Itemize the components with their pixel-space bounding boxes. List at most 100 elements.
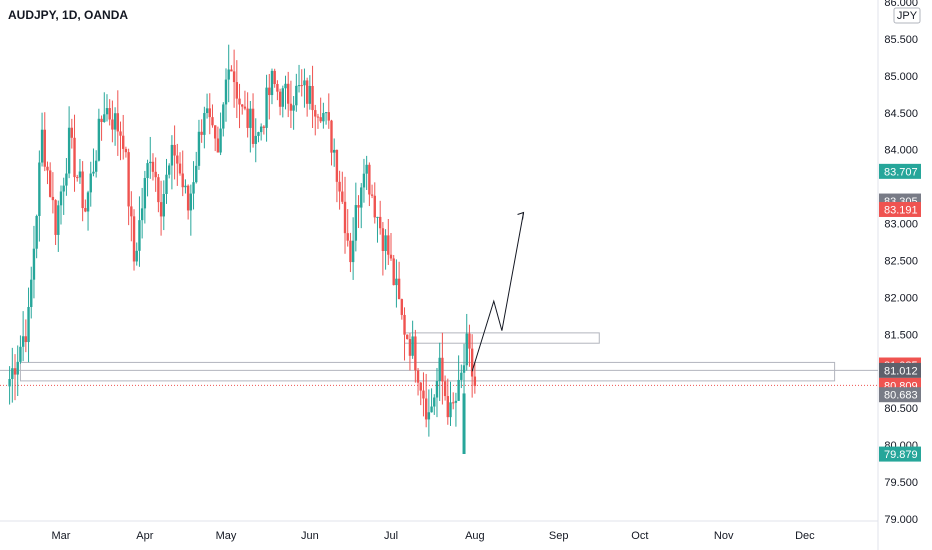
candle-body: [132, 216, 136, 262]
price-tick-label: 80.500: [884, 403, 918, 415]
candle-body: [170, 144, 174, 166]
candle-body: [11, 368, 14, 379]
candle-body: [454, 400, 458, 403]
candle-body: [295, 85, 298, 106]
candle-body: [438, 357, 441, 382]
candle-body: [303, 80, 306, 86]
candle-body: [46, 166, 49, 171]
candle-body: [167, 165, 171, 175]
candle-body: [127, 152, 130, 207]
time-axis[interactable]: Mar Apr May Jun Jul Aug Sep Oct Nov Dec: [52, 530, 816, 542]
candle-body: [157, 177, 160, 203]
candle-body: [254, 135, 257, 144]
candle-body: [381, 228, 385, 251]
candle-body: [16, 361, 19, 375]
candle-body: [289, 103, 293, 111]
candle-body: [81, 171, 84, 209]
candle-body: [48, 170, 52, 197]
time-tick-label: Nov: [714, 530, 734, 542]
currency-box: [893, 7, 921, 24]
candle-body: [300, 85, 303, 87]
candle-body: [314, 110, 317, 117]
candle-body: [213, 125, 217, 139]
candle-body: [78, 171, 82, 178]
candle-body: [21, 336, 25, 347]
candle-body: [89, 173, 92, 193]
candle-body: [389, 254, 393, 259]
candle-body: [403, 314, 406, 335]
candle-body: [468, 333, 471, 349]
price-badge: [879, 387, 921, 403]
candles-layer: [8, 44, 477, 455]
candle-body: [262, 126, 266, 128]
candle-body: [165, 174, 168, 194]
candle-body: [341, 191, 344, 202]
candle-body: [65, 173, 68, 186]
candle-body: [338, 181, 341, 192]
candle-body: [446, 396, 450, 418]
candle-body: [365, 164, 368, 174]
projection-arrowhead: [517, 211, 525, 220]
candle-body: [324, 112, 328, 114]
candle-body: [243, 106, 247, 109]
candle-body: [203, 113, 206, 135]
candle-body: [268, 87, 271, 96]
candle-body: [113, 113, 117, 130]
candle-body: [273, 70, 276, 85]
candle-body: [241, 104, 244, 107]
candle-body: [373, 195, 376, 218]
candle-body: [276, 84, 279, 92]
candle-body: [376, 216, 379, 218]
candle-body: [146, 163, 149, 179]
candle-body: [351, 240, 355, 263]
candle-body: [292, 105, 295, 111]
candle-body: [430, 406, 433, 413]
time-tick-label: May: [216, 530, 237, 542]
candle-body: [238, 98, 241, 105]
candle-body: [246, 108, 249, 128]
candle-body: [140, 208, 144, 221]
price-tick-label: 86.000: [884, 0, 918, 9]
zone-rect: [404, 332, 600, 344]
candle-body: [92, 171, 95, 174]
candle-body: [433, 397, 436, 407]
candle-body: [281, 88, 285, 107]
candle-body: [470, 348, 474, 377]
candle-body: [316, 116, 320, 118]
price-tick-label: 82.000: [884, 292, 918, 304]
candle-body: [149, 161, 152, 164]
price-tick-label: 79.000: [884, 514, 918, 526]
time-tick-label: Apr: [136, 530, 153, 542]
candle-body: [395, 278, 398, 286]
candle-body: [457, 379, 460, 401]
candle-body: [159, 202, 163, 217]
candle-body: [192, 182, 195, 194]
candle-body: [422, 390, 425, 399]
candle-body: [392, 258, 395, 286]
candle-body: [162, 193, 165, 217]
zone-rect: [19, 361, 836, 382]
candle-body: [305, 80, 309, 104]
candle-body: [222, 104, 225, 129]
candle-body: [154, 171, 157, 178]
time-tick-label: Oct: [631, 530, 648, 542]
candle-body: [322, 113, 325, 122]
candle-body: [335, 149, 339, 182]
candle-body: [400, 299, 404, 315]
price-badge-label: 79.879: [884, 449, 918, 461]
candle-body: [230, 69, 233, 72]
candle-body: [105, 108, 109, 115]
candle-body: [111, 119, 114, 130]
price-badge-label: 81.012: [884, 365, 918, 377]
candle-body: [62, 185, 65, 192]
candle-body: [311, 85, 314, 111]
candle-body: [411, 336, 414, 356]
candle-body: [124, 148, 128, 153]
candle-body: [40, 129, 44, 163]
price-axis[interactable]: 86.000 85.500 85.000 84.500 84.000 83.000 82.5…: [879, 0, 932, 550]
candle-body: [108, 108, 111, 120]
candle-body: [368, 164, 371, 195]
candle-body: [100, 118, 103, 122]
candle-body: [143, 178, 147, 209]
